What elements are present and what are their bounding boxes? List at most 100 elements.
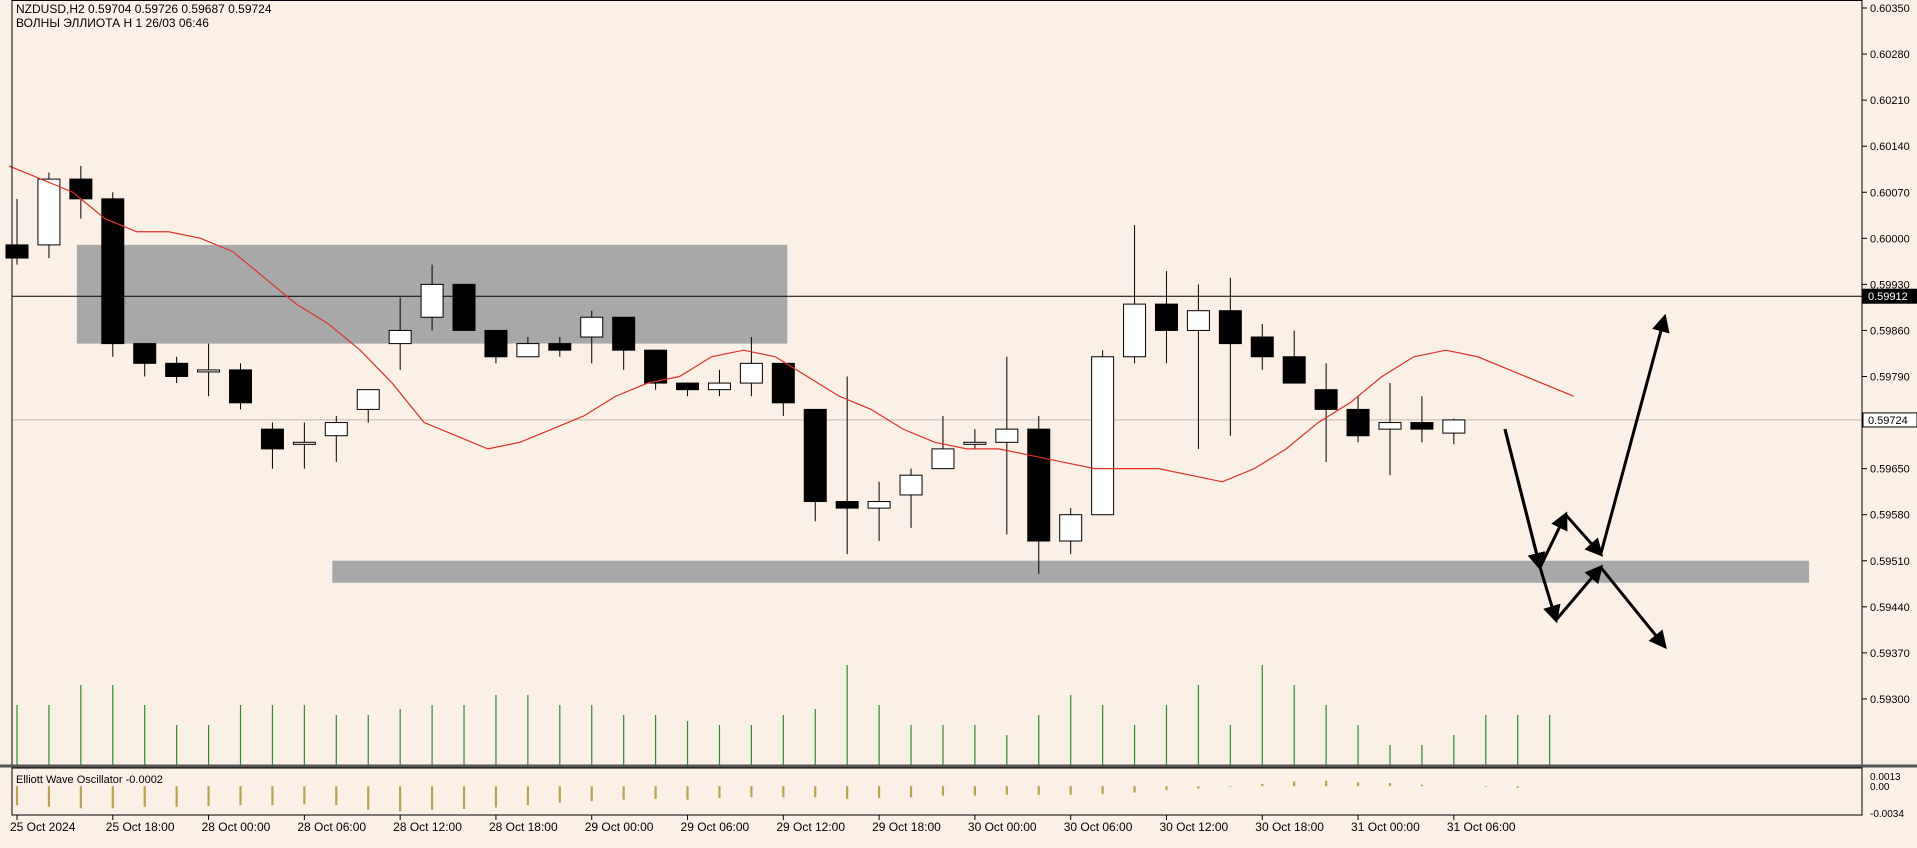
x-tick-label: 30 Oct 18:00: [1255, 820, 1324, 834]
y-tick-label: 0.60140: [1870, 141, 1910, 153]
candle-body: [1378, 422, 1402, 430]
bear-candle[interactable]: [771, 362, 795, 416]
bear-candle[interactable]: [1154, 271, 1178, 364]
candle-body: [1218, 310, 1242, 345]
price-tag-label: 0.59724: [1868, 415, 1908, 427]
bear-candle[interactable]: [260, 422, 284, 469]
bull-candle[interactable]: [1378, 383, 1402, 476]
candle-body: [1123, 303, 1147, 358]
bull-candle[interactable]: [707, 369, 731, 397]
bear-candle[interactable]: [1346, 396, 1370, 443]
price-tag-label: 0.59912: [1868, 291, 1908, 303]
candle-body: [1410, 422, 1434, 430]
bear-candle[interactable]: [803, 408, 827, 522]
bear-candle[interactable]: [452, 283, 476, 331]
bear-candle[interactable]: [1218, 277, 1242, 436]
bull-candle[interactable]: [388, 297, 412, 370]
x-tick-label: 29 Oct 12:00: [776, 820, 845, 834]
y-tick-label: 0.60350: [1870, 3, 1910, 15]
bear-candle[interactable]: [165, 356, 189, 384]
candle-body: [1250, 336, 1274, 358]
candle-body: [931, 448, 955, 470]
bear-candle[interactable]: [229, 363, 253, 410]
x-tick-label: 28 Oct 00:00: [202, 820, 271, 834]
indicator-title: ВОЛНЫ ЭЛЛИОТА H 1 26/03 06:46: [16, 16, 209, 30]
y-tick-label: 0.60000: [1870, 233, 1910, 245]
y-tick-label: 0.59790: [1870, 372, 1910, 384]
candle-body: [69, 178, 93, 200]
bull-candle[interactable]: [995, 356, 1019, 535]
candle-body: [37, 178, 61, 246]
candle-body: [899, 474, 923, 496]
x-tick-label: 25 Oct 18:00: [106, 820, 175, 834]
bull-candle[interactable]: [580, 310, 604, 364]
bull-candle[interactable]: [867, 481, 891, 542]
bear-candle[interactable]: [1282, 330, 1306, 384]
bear-candle[interactable]: [612, 316, 636, 370]
candle-body: [356, 389, 380, 410]
bull-candle[interactable]: [899, 468, 923, 528]
bear-candle[interactable]: [484, 329, 508, 364]
bull-candle[interactable]: [1186, 284, 1210, 449]
candle-body: [516, 343, 540, 358]
y-tick-label: 0.59580: [1870, 510, 1910, 522]
bullish-path-segment: [1564, 513, 1604, 557]
bear-candle[interactable]: [644, 349, 668, 390]
bull-candle[interactable]: [516, 337, 540, 358]
y-tick-label: 0.59440: [1870, 602, 1910, 614]
bull-candle[interactable]: [356, 389, 380, 423]
candle-body: [452, 283, 476, 331]
bull-candle[interactable]: [292, 422, 316, 469]
bull-candle[interactable]: [1091, 350, 1115, 516]
candle-body: [707, 382, 731, 391]
y-tick-label: 0.59930: [1870, 279, 1910, 291]
lower-zone: [332, 560, 1810, 583]
oscillator-tick-label: 0.0013: [1870, 772, 1901, 783]
bear-candle[interactable]: [835, 376, 859, 555]
bull-candle[interactable]: [1123, 225, 1147, 364]
bull-candle[interactable]: [963, 429, 987, 449]
bearish-path-segment: [1538, 566, 1561, 624]
y-tick-label: 0.60070: [1870, 187, 1910, 199]
candle-body: [1186, 310, 1210, 331]
bear-candle[interactable]: [1027, 415, 1051, 574]
symbol-info: NZDUSD,H2 0.59704 0.59726 0.59687 0.5972…: [16, 2, 272, 16]
bear-candle[interactable]: [1314, 363, 1338, 463]
bear-candle[interactable]: [133, 343, 157, 377]
x-tick-label: 29 Oct 18:00: [872, 820, 941, 834]
candle-body: [229, 369, 253, 404]
x-tick-label: 29 Oct 00:00: [585, 820, 654, 834]
bull-candle[interactable]: [1059, 508, 1083, 555]
bear-candle[interactable]: [548, 337, 572, 357]
bearish-path-segment: [1599, 566, 1667, 650]
candle-body: [771, 362, 795, 404]
plot-frame: [11, 0, 1863, 766]
bear-candle[interactable]: [5, 198, 29, 265]
candle-body: [324, 422, 348, 437]
candle-body: [548, 343, 572, 351]
x-tick-label: 28 Oct 12:00: [393, 820, 462, 834]
candle-body: [995, 428, 1019, 443]
bear-candle[interactable]: [676, 382, 700, 397]
bear-candle[interactable]: [101, 192, 125, 357]
oscillator-tick-label: 0.00: [1870, 782, 1890, 793]
x-tick-label: 28 Oct 06:00: [297, 820, 366, 834]
candle-body: [388, 329, 412, 345]
bear-candle[interactable]: [1250, 323, 1274, 370]
bull-candle[interactable]: [197, 343, 221, 397]
candle-body: [165, 362, 189, 378]
bear-candle[interactable]: [1410, 396, 1434, 443]
bull-candle[interactable]: [420, 264, 444, 331]
bull-candle[interactable]: [739, 337, 763, 397]
y-tick-label: 0.59370: [1870, 648, 1910, 660]
bull-candle[interactable]: [324, 415, 348, 463]
bull-candle[interactable]: [931, 415, 955, 470]
bull-candle[interactable]: [1442, 418, 1466, 445]
candle-body: [1314, 389, 1338, 410]
candle-body: [612, 316, 636, 351]
x-tick-label: 30 Oct 06:00: [1064, 820, 1133, 834]
candle-body: [484, 329, 508, 358]
y-tick-label: 0.60210: [1870, 95, 1910, 107]
bull-candle[interactable]: [37, 172, 61, 259]
